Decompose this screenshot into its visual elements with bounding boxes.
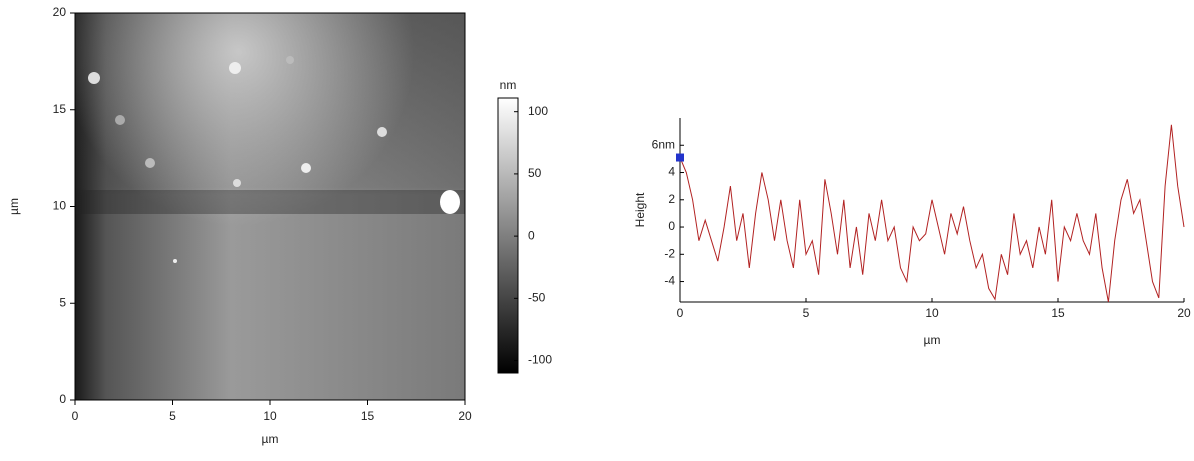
y-tick-label: 4 [668, 165, 675, 179]
x-tick-label: 0 [72, 409, 79, 423]
y-tick-label: -2 [664, 246, 675, 260]
y-axis-label: Height [633, 192, 647, 227]
x-tick-label: 0 [677, 306, 684, 320]
colorbar-tick-label: 100 [528, 104, 548, 118]
afm-image [75, 13, 465, 400]
y-tick-label: 10 [53, 199, 67, 213]
x-tick-label: 10 [263, 409, 277, 423]
y-tick-label: 5 [59, 295, 66, 309]
colorbar-tick-label: -100 [528, 353, 552, 367]
y-tick-label: 0 [668, 219, 675, 233]
x-tick-label: 20 [1177, 306, 1191, 320]
colorbar [497, 97, 519, 374]
y-tick-label: 20 [53, 5, 67, 19]
x-tick-label: 15 [1051, 306, 1065, 320]
y-tick-label: 0 [59, 392, 66, 406]
colorbar-label: nm [500, 78, 517, 92]
cursor-marker [676, 153, 684, 162]
y-tick-label: 15 [53, 102, 67, 116]
y-tick-label: -4 [664, 274, 675, 288]
x-tick-label: 10 [925, 306, 939, 320]
y-axis-label: µm [7, 198, 21, 215]
x-axis-label: µm [262, 432, 279, 446]
x-tick-label: 20 [458, 409, 472, 423]
x-tick-label: 5 [169, 409, 176, 423]
x-tick-label: 15 [361, 409, 375, 423]
colorbar-tick-label: -50 [528, 291, 546, 305]
x-axis-label: µm [924, 333, 941, 347]
x-tick-label: 5 [803, 306, 810, 320]
y-tick-label: 6nm [652, 137, 675, 151]
colorbar-tick-label: 0 [528, 228, 535, 242]
colorbar-tick-label: 50 [528, 166, 542, 180]
profile-line [679, 124, 1185, 303]
y-tick-label: 2 [668, 192, 675, 206]
